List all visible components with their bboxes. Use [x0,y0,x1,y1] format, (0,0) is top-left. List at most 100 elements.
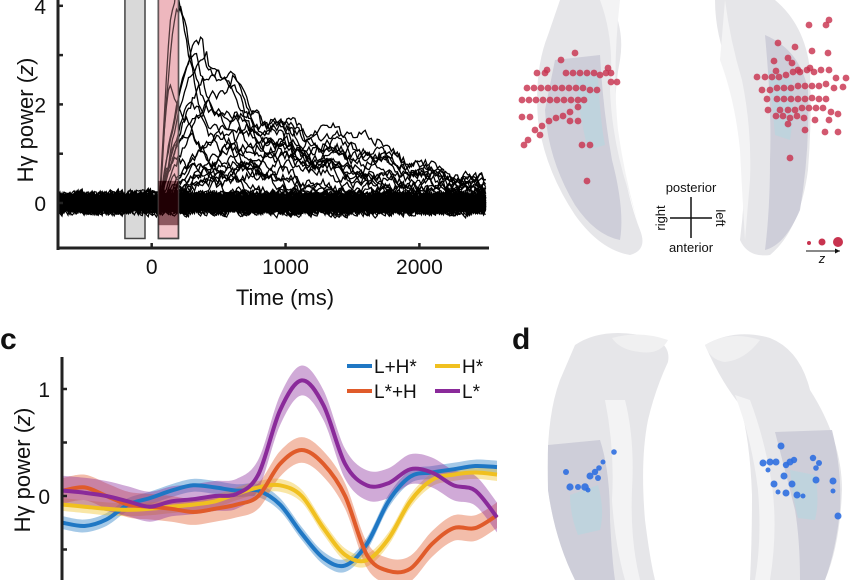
electrode-dot [812,476,820,484]
electrode-dot [787,95,795,103]
electrode-dot [803,66,811,74]
x-axis-title: Time (ms) [236,285,334,310]
electrode-dot [794,95,802,103]
electrode-dot [520,141,528,149]
arrowhead-icon [835,248,840,254]
electrode-dot [824,49,832,57]
electrode-dot [815,82,823,90]
electrode-dot [808,94,816,102]
trace-group [58,0,487,220]
electrode-dot [810,68,818,76]
electrode-dot [819,104,827,112]
electrode-dot [611,449,617,455]
electrode-dot [538,122,546,130]
electrode-dot [763,95,771,103]
electrode-dot [537,84,545,92]
electrode-dot [811,116,819,124]
electrode-dot [545,117,553,125]
right-hemisphere-outline [537,0,643,255]
electrode-dot [830,84,838,92]
electrode-dot [766,458,774,466]
electrode-dot [551,84,559,92]
panel-c-chart: c 01 Hγ power (z) L+H* H* L*+H L* [0,323,499,580]
electrode-dot [768,73,776,81]
label-left: left [713,209,728,227]
y-axis-title-close: ) [10,408,35,415]
electrode-dot [590,69,598,77]
electrode-dot [780,95,788,103]
electrode-dot [791,43,799,51]
sulcus-highlight [605,400,640,580]
electrode-dots [518,16,850,185]
electrode-dot [596,71,604,79]
electrode-dot [786,154,794,162]
electrode-dot [800,114,808,122]
electrode-dot [842,74,850,82]
sulcus-highlight [720,0,751,240]
electrode-dot [816,460,822,466]
electrode-dot [759,459,767,467]
electrode-dot [786,114,794,122]
electrode-dot [801,126,809,134]
electrode-dot [613,78,621,86]
electrode-dot [805,104,813,112]
panel-letter-c: c [0,323,17,356]
y-tick-label: 1 [38,379,50,402]
electrode-dot [761,73,769,81]
electrode-dot [773,84,781,92]
electrode-dot [780,472,788,480]
electrode-dot [801,82,809,90]
onset-window-tint [158,0,179,181]
responsive-trace [58,158,487,211]
electrode-dot [782,71,790,79]
electrode-dot [780,84,788,92]
y-axis-title-power: power ( [10,425,35,505]
responsive-trace [58,147,487,213]
right-hemisphere-outline [547,332,669,580]
electrode-dot [788,59,796,67]
electrode-dot [607,78,615,86]
y-tick-label: 2 [34,94,46,117]
sem-band-1 [63,466,497,568]
electrode-dot [809,454,817,462]
electrode-dot [793,491,801,499]
electrode-dot [530,84,538,92]
electrode-dot [801,95,809,103]
electrode-dot [834,110,842,118]
electrode-dot [575,484,581,490]
size-legend-dot-small [807,241,811,245]
electrode-dot [773,95,781,103]
electrode-dot [791,106,799,114]
y-axis-title-h: H [10,516,35,532]
electrode-dot [593,86,601,94]
electrode-dot [565,84,573,92]
responsive-trace [58,136,487,213]
electrode-dot [812,104,820,112]
electrode-dot [580,96,588,104]
electrode-dot [531,126,539,134]
electrode-dot [784,106,792,114]
electrode-dot [541,69,549,77]
electrode-dot [552,114,560,122]
electrode-dot [579,84,587,92]
x-tick-label: 0 [146,256,158,279]
electrode-dot [572,84,580,92]
electrode-dot [774,39,782,47]
electrode-dot [585,487,591,493]
onset-window-overlay [157,0,180,240]
electrode-dot [805,21,813,29]
electrode-dot [586,86,594,94]
y-axis-title-close: ) [13,58,38,65]
electrode-dot [817,66,825,74]
electrode-dot [772,67,780,75]
electrode-dot [829,477,837,485]
y-axis-title-h: H [13,166,38,182]
electrode-dot [790,456,798,464]
electrode-dot [784,54,792,62]
electrode-dot [796,68,804,76]
electrode-dot [765,467,771,473]
electrode-dot [536,131,544,139]
electrode-dot [834,128,842,136]
panel-d-brain-map: d [512,323,842,580]
